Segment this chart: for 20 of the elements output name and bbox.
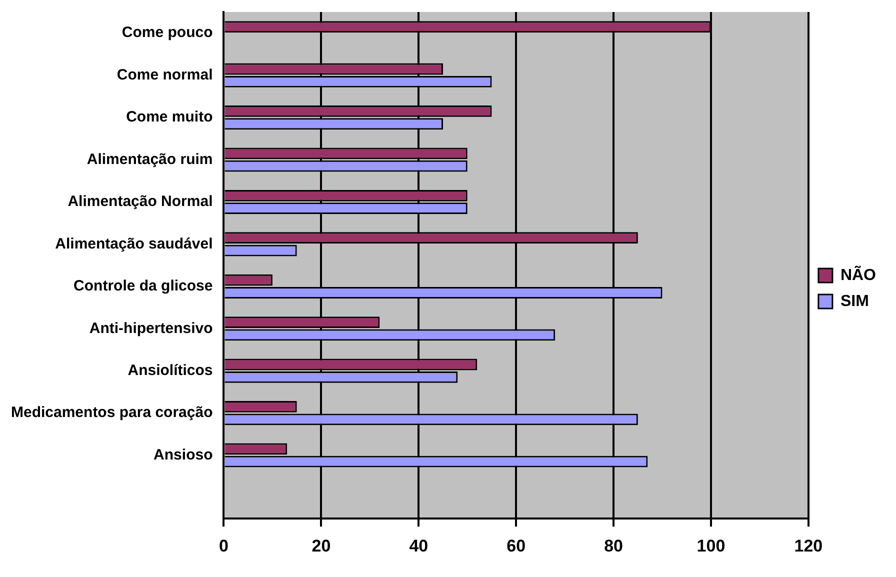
x-tick-label: 40: [409, 536, 428, 556]
y-tick-label: Ansiolíticos: [128, 362, 213, 379]
y-tick-label: Controle da glicose: [74, 278, 213, 295]
y-tick-label: Come muito: [126, 108, 213, 126]
y-tick-label: Medicamentos para coração: [10, 404, 213, 422]
y-tick-label: Ansioso: [154, 446, 213, 464]
legend-label: NÃO: [840, 264, 876, 284]
y-tick-label: Alimentação Normal: [68, 193, 213, 210]
x-tick-label: 120: [794, 536, 823, 556]
x-tick-label: 0: [219, 536, 228, 556]
x-tick-label: 20: [312, 536, 331, 556]
x-tick-label: 80: [604, 536, 624, 556]
y-tick-label: Anti-hipertensivo: [89, 320, 213, 337]
y-tick-label: Alimentação ruim: [86, 150, 213, 168]
legend-label: SIM: [840, 292, 869, 310]
x-tick-label: 100: [696, 536, 726, 556]
y-tick-label: Come normal: [116, 66, 213, 84]
x-tick-label: 60: [506, 536, 526, 556]
y-tick-label: Alimentação saudável: [55, 235, 213, 252]
y-tick-label: Come pouco: [122, 24, 213, 42]
